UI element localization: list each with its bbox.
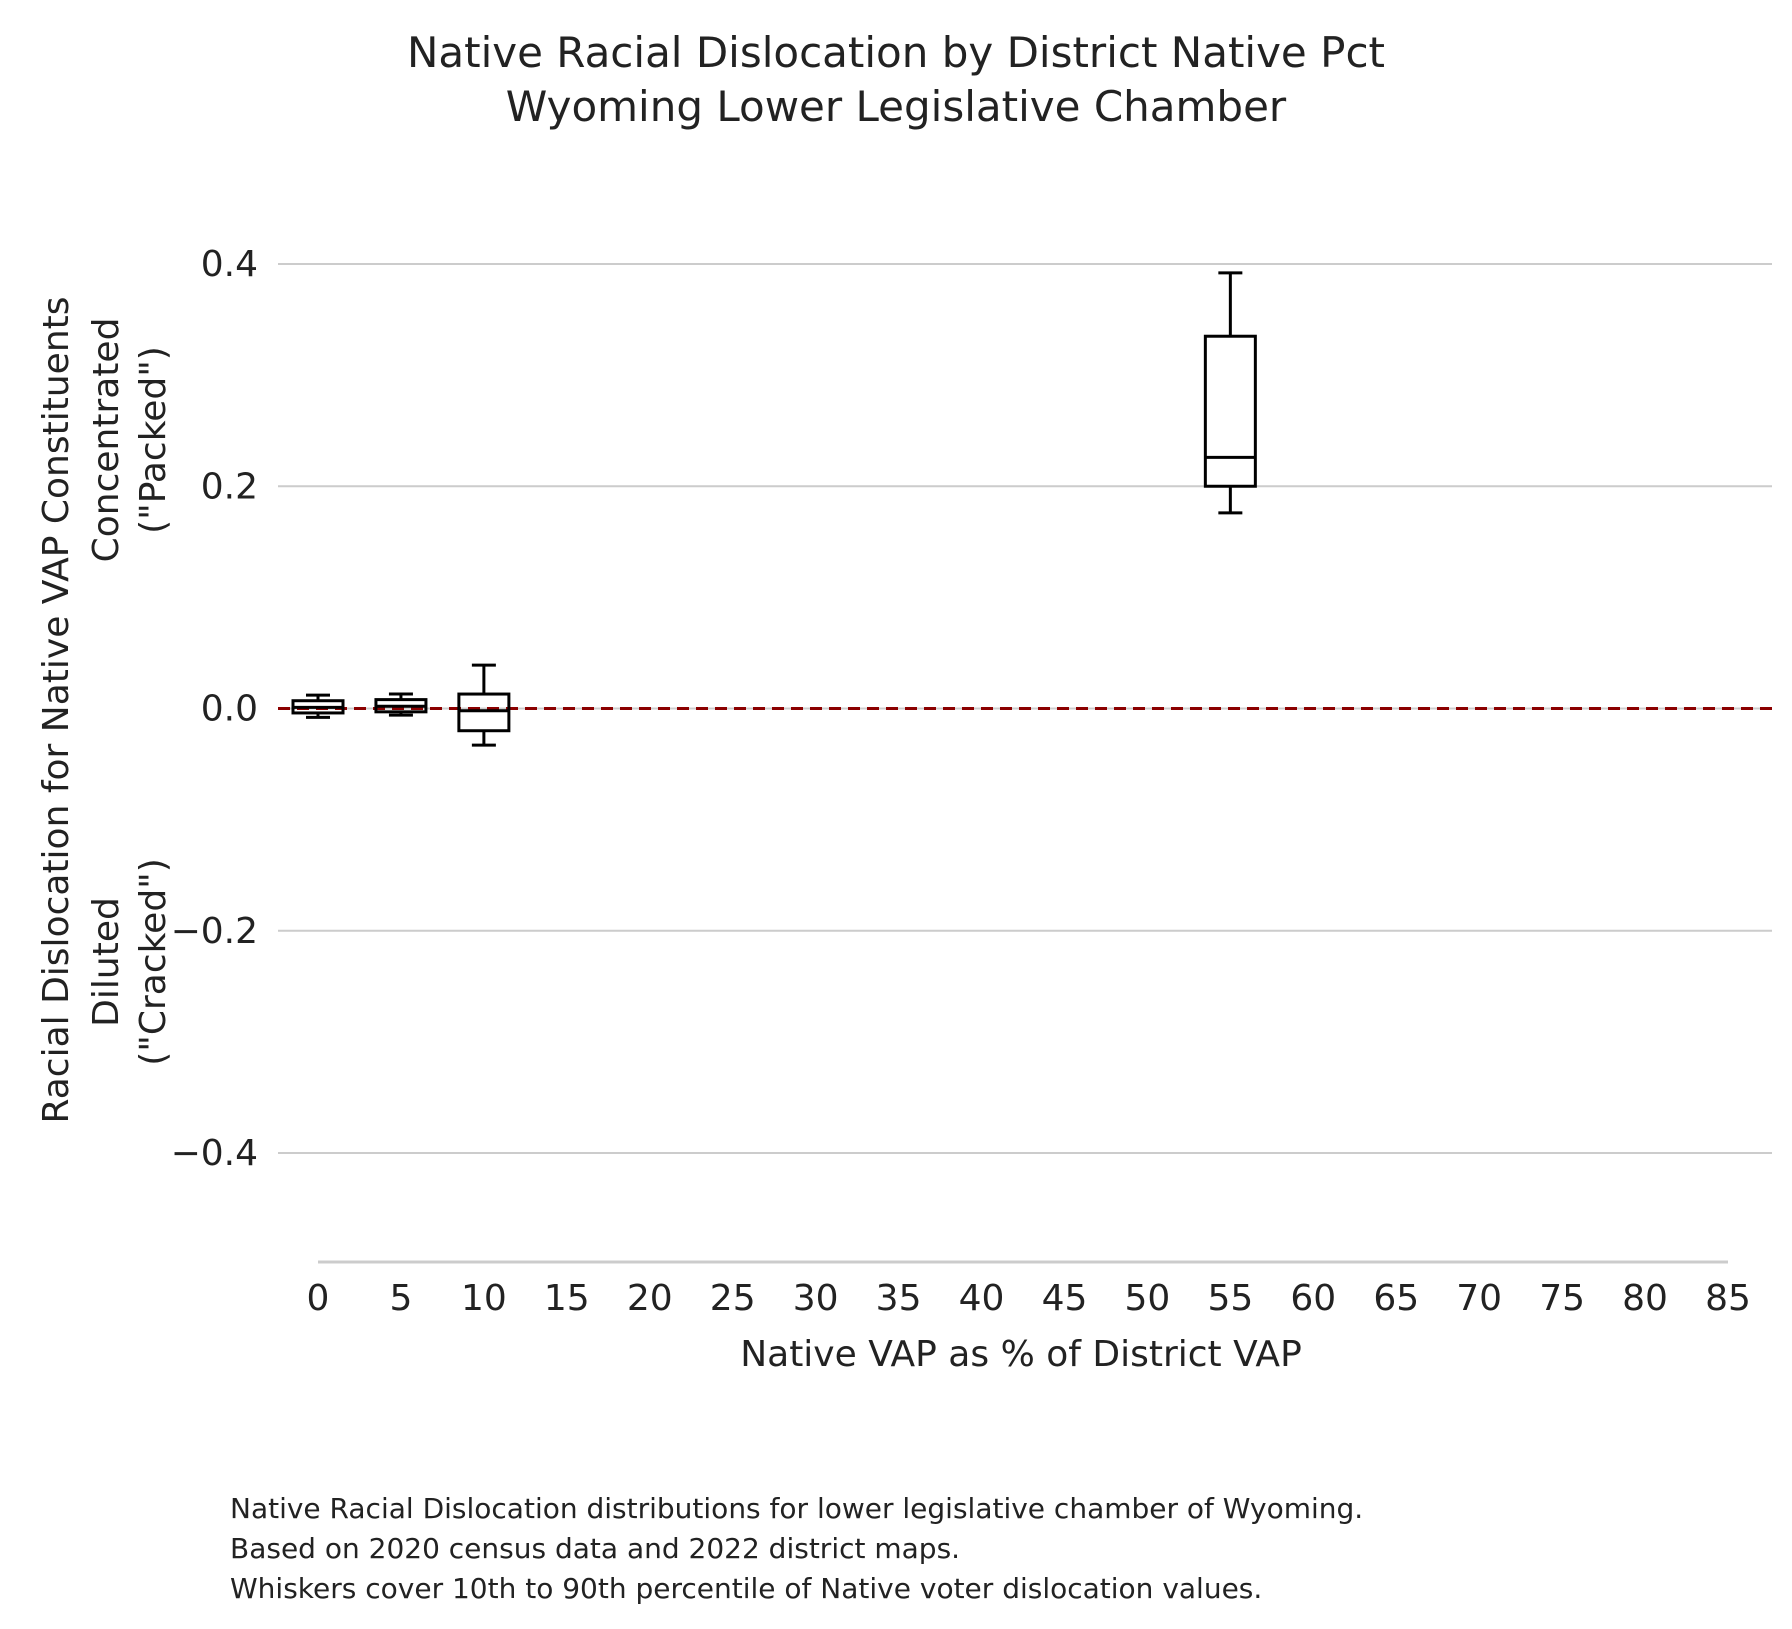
x-tick-label: 40 — [959, 1278, 1005, 1319]
box-plot — [1203, 271, 1257, 515]
y-tick-label: 0.0 — [201, 689, 258, 730]
x-tick-label: 65 — [1373, 1278, 1419, 1319]
x-tick-label: 25 — [710, 1278, 756, 1319]
x-tick-label: 35 — [876, 1278, 922, 1319]
x-tick-label: 5 — [389, 1278, 412, 1319]
caption-line-3: Whiskers cover 10th to 90th percentile o… — [230, 1572, 1263, 1605]
chart-title: Native Racial Dislocation by District Na… — [406, 28, 1386, 77]
box-plot — [291, 693, 345, 719]
x-axis: 0 5 10 15 20 25 30 35 40 45 50 55 60 65 70 75 80 85 — [307, 1260, 1751, 1319]
box-plots — [291, 271, 1257, 747]
y-axis-label-line: Diluted — [86, 897, 127, 1027]
y-tick-label: 0.4 — [201, 244, 258, 285]
y-tick-label: 0.2 — [201, 466, 258, 507]
x-tick-label: 60 — [1290, 1278, 1336, 1319]
x-tick-label: 80 — [1622, 1278, 1668, 1319]
caption-line-2: Based on 2020 census data and 2022 distr… — [230, 1532, 961, 1565]
x-tick-label: 30 — [793, 1278, 839, 1319]
y-axis-label-line: Racial Dislocation for Native VAP Consti… — [36, 296, 77, 1123]
x-tick-label: 10 — [461, 1278, 507, 1319]
y-tick-label: −0.4 — [171, 1133, 258, 1174]
y-axis-label-line: Concentrated — [86, 318, 127, 563]
y-axis: 0.4 0.2 0.0 −0.2 −0.4 — [171, 244, 258, 1174]
x-tick-label: 55 — [1207, 1278, 1253, 1319]
x-tick-label: 70 — [1456, 1278, 1502, 1319]
x-tick-label: 0 — [307, 1278, 330, 1319]
x-tick-label: 50 — [1125, 1278, 1171, 1319]
y-axis-label-line: ("Cracked") — [133, 858, 174, 1066]
box-plot — [374, 692, 428, 717]
x-tick-label: 75 — [1539, 1278, 1585, 1319]
caption-line-1: Native Racial Dislocation distributions … — [230, 1492, 1364, 1525]
x-axis-label: Native VAP as % of District VAP — [740, 1334, 1302, 1375]
box-plot — [457, 663, 511, 747]
y-tick-label: −0.2 — [171, 911, 258, 952]
box-iqr — [1203, 334, 1257, 488]
y-axis-label: Racial Dislocation for Native VAP Consti… — [36, 296, 174, 1123]
x-tick-label: 15 — [544, 1278, 590, 1319]
x-tick-label: 45 — [1042, 1278, 1088, 1319]
y-axis-label-line: ("Packed") — [133, 346, 174, 534]
chart-subtitle: Wyoming Lower Legislative Chamber — [505, 82, 1287, 131]
x-tick-label: 85 — [1705, 1278, 1751, 1319]
box-iqr — [457, 692, 511, 733]
x-tick-label: 20 — [627, 1278, 673, 1319]
